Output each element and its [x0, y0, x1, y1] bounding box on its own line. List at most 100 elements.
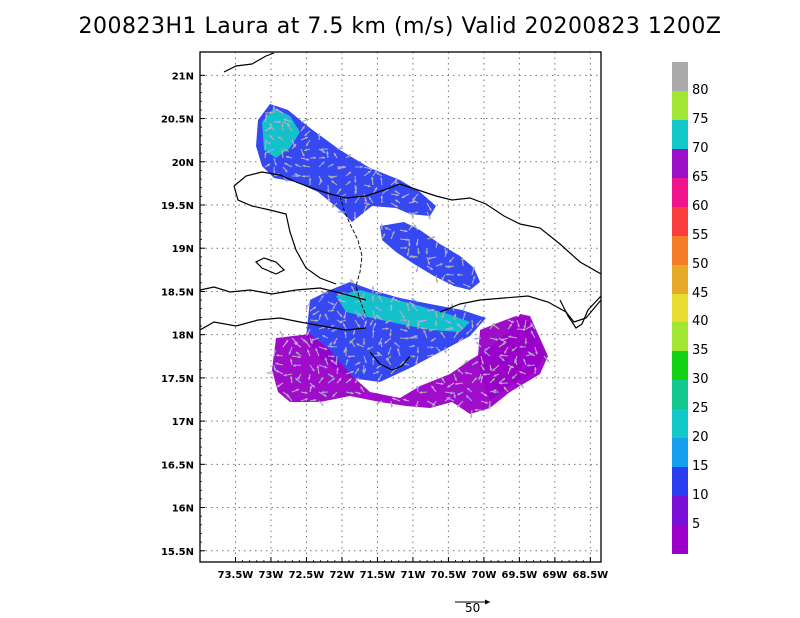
wind-arrow-head: [430, 338, 434, 342]
wind-arrow-head: [276, 384, 280, 387]
wind-arrow-head: [523, 325, 527, 329]
lat-label: 21N: [172, 71, 194, 82]
wind-arrow-head: [377, 353, 381, 357]
wind-arrow-head: [458, 339, 462, 343]
wind-arrow-head: [298, 355, 301, 359]
wind-arrow-head: [360, 386, 364, 390]
wind-arrow-head: [467, 284, 471, 288]
wind-arrow-head: [449, 259, 452, 263]
wind-arrow-head: [429, 267, 433, 270]
wind-arrow-head: [280, 149, 284, 153]
wind-arrow-head: [304, 136, 308, 140]
wind-arrow-head: [283, 373, 287, 377]
wind-arrow-head: [281, 123, 284, 127]
wind-arrow-head: [488, 406, 492, 409]
colorbar-label: 60: [692, 198, 709, 214]
wind-arrow-head: [394, 181, 398, 185]
wind-arrow-head: [305, 340, 309, 344]
wind-arrow-head: [404, 318, 408, 322]
wind-arrow-head: [310, 340, 313, 344]
wind-arrow-head: [474, 408, 478, 412]
wind-arrow-head: [484, 351, 488, 355]
wind-arrow-head: [264, 113, 268, 117]
colorbar-label: 80: [692, 82, 709, 98]
wind-arrow-head: [529, 325, 533, 328]
wind-arrow-head: [293, 364, 296, 367]
wind-arrow-head: [404, 229, 408, 233]
wind-arrow-head: [376, 314, 380, 318]
wind-arrow-head: [401, 361, 405, 364]
wind-arrow-head: [425, 251, 429, 255]
wind-arrow-head: [410, 212, 414, 215]
wind-arrow-head: [275, 108, 279, 112]
colorbar-segment: [672, 409, 688, 439]
wind-arrow-head: [389, 304, 393, 308]
wind-arrow-head: [301, 125, 305, 129]
wind-arrow-head: [409, 254, 413, 258]
wind-arrow-head: [431, 345, 434, 349]
wind-arrow-head: [269, 123, 273, 127]
wind-arrow-head: [451, 303, 454, 307]
wind-arrow-head: [363, 368, 367, 371]
coastline-haiti-south: [200, 286, 367, 301]
coastline-barahona: [369, 351, 411, 371]
wind-arrow-head: [331, 354, 335, 358]
lon-label: 70W: [471, 570, 496, 581]
wind-arrow-head: [379, 341, 383, 345]
wind-arrow-head: [306, 143, 309, 147]
wind-arrow-head: [362, 369, 365, 373]
wind-arrow-head: [316, 365, 320, 369]
wind-arrow-head: [307, 349, 310, 353]
wind-arrow-head: [413, 224, 417, 228]
wind-arrow-head: [511, 375, 515, 379]
wind-arrow-head: [301, 153, 305, 157]
wind-arrow-head: [294, 342, 298, 346]
wind-arrow-head: [273, 349, 276, 353]
swath-mid-swath: [380, 222, 480, 290]
colorbar-segment: [672, 467, 688, 497]
wind-arrow-head: [331, 180, 335, 184]
lon-label: 73.5W: [218, 570, 254, 581]
wind-arrow-head: [448, 320, 452, 324]
wind-arrow-head: [504, 350, 507, 354]
wind-arrow-head: [331, 325, 335, 328]
wind-arrow-head: [499, 381, 502, 385]
wind-arrow-head: [412, 354, 416, 358]
wind-arrow-head: [336, 367, 339, 371]
wind-arrow-head: [373, 322, 377, 326]
swath-south-swath-calm-east: [478, 316, 546, 400]
wind-arrow-head: [355, 377, 359, 381]
wind-arrow-head: [527, 351, 531, 355]
wind-arrow-head: [353, 180, 357, 183]
wind-arrow-head: [387, 351, 391, 355]
wind-arrow-head: [371, 329, 375, 333]
wind-arrow-head: [492, 323, 496, 327]
wind-arrow-head: [324, 365, 328, 369]
wind-arrow-head: [394, 179, 398, 182]
wind-arrow-head: [347, 181, 351, 184]
colorbar-segment: [672, 496, 688, 525]
colorbar-label: 30: [692, 372, 709, 388]
colorbar-segment: [672, 148, 688, 178]
wind-arrow-head: [456, 323, 460, 327]
wind-arrow-head: [277, 136, 281, 140]
wind-arrow-head: [357, 324, 360, 328]
wind-arrow-head: [295, 164, 299, 167]
wind-arrow-head: [297, 376, 301, 380]
wind-arrow-head: [521, 384, 525, 388]
wind-arrow-head: [371, 286, 375, 289]
lat-label: 18N: [172, 331, 194, 342]
wind-arrow-head: [288, 351, 292, 355]
coastline-cuba-tip: [223, 52, 275, 73]
wind-arrow-head: [483, 372, 486, 376]
wind-arrow-head: [330, 374, 334, 378]
wind-arrow-head: [377, 377, 381, 381]
wind-arrow-head: [510, 320, 514, 323]
wind-arrow-head: [319, 179, 322, 183]
wind-arrow-head: [344, 331, 347, 335]
wind-arrow-head: [331, 302, 335, 305]
wind-arrow-head: [411, 214, 414, 218]
wind-arrow-head: [367, 170, 371, 174]
longitude-labels: 73.5W 73W 72.5W 72W 71.5W 71W 70.5W 70W 69.5W 69W…: [218, 570, 609, 581]
wind-arrow-head: [347, 355, 351, 358]
